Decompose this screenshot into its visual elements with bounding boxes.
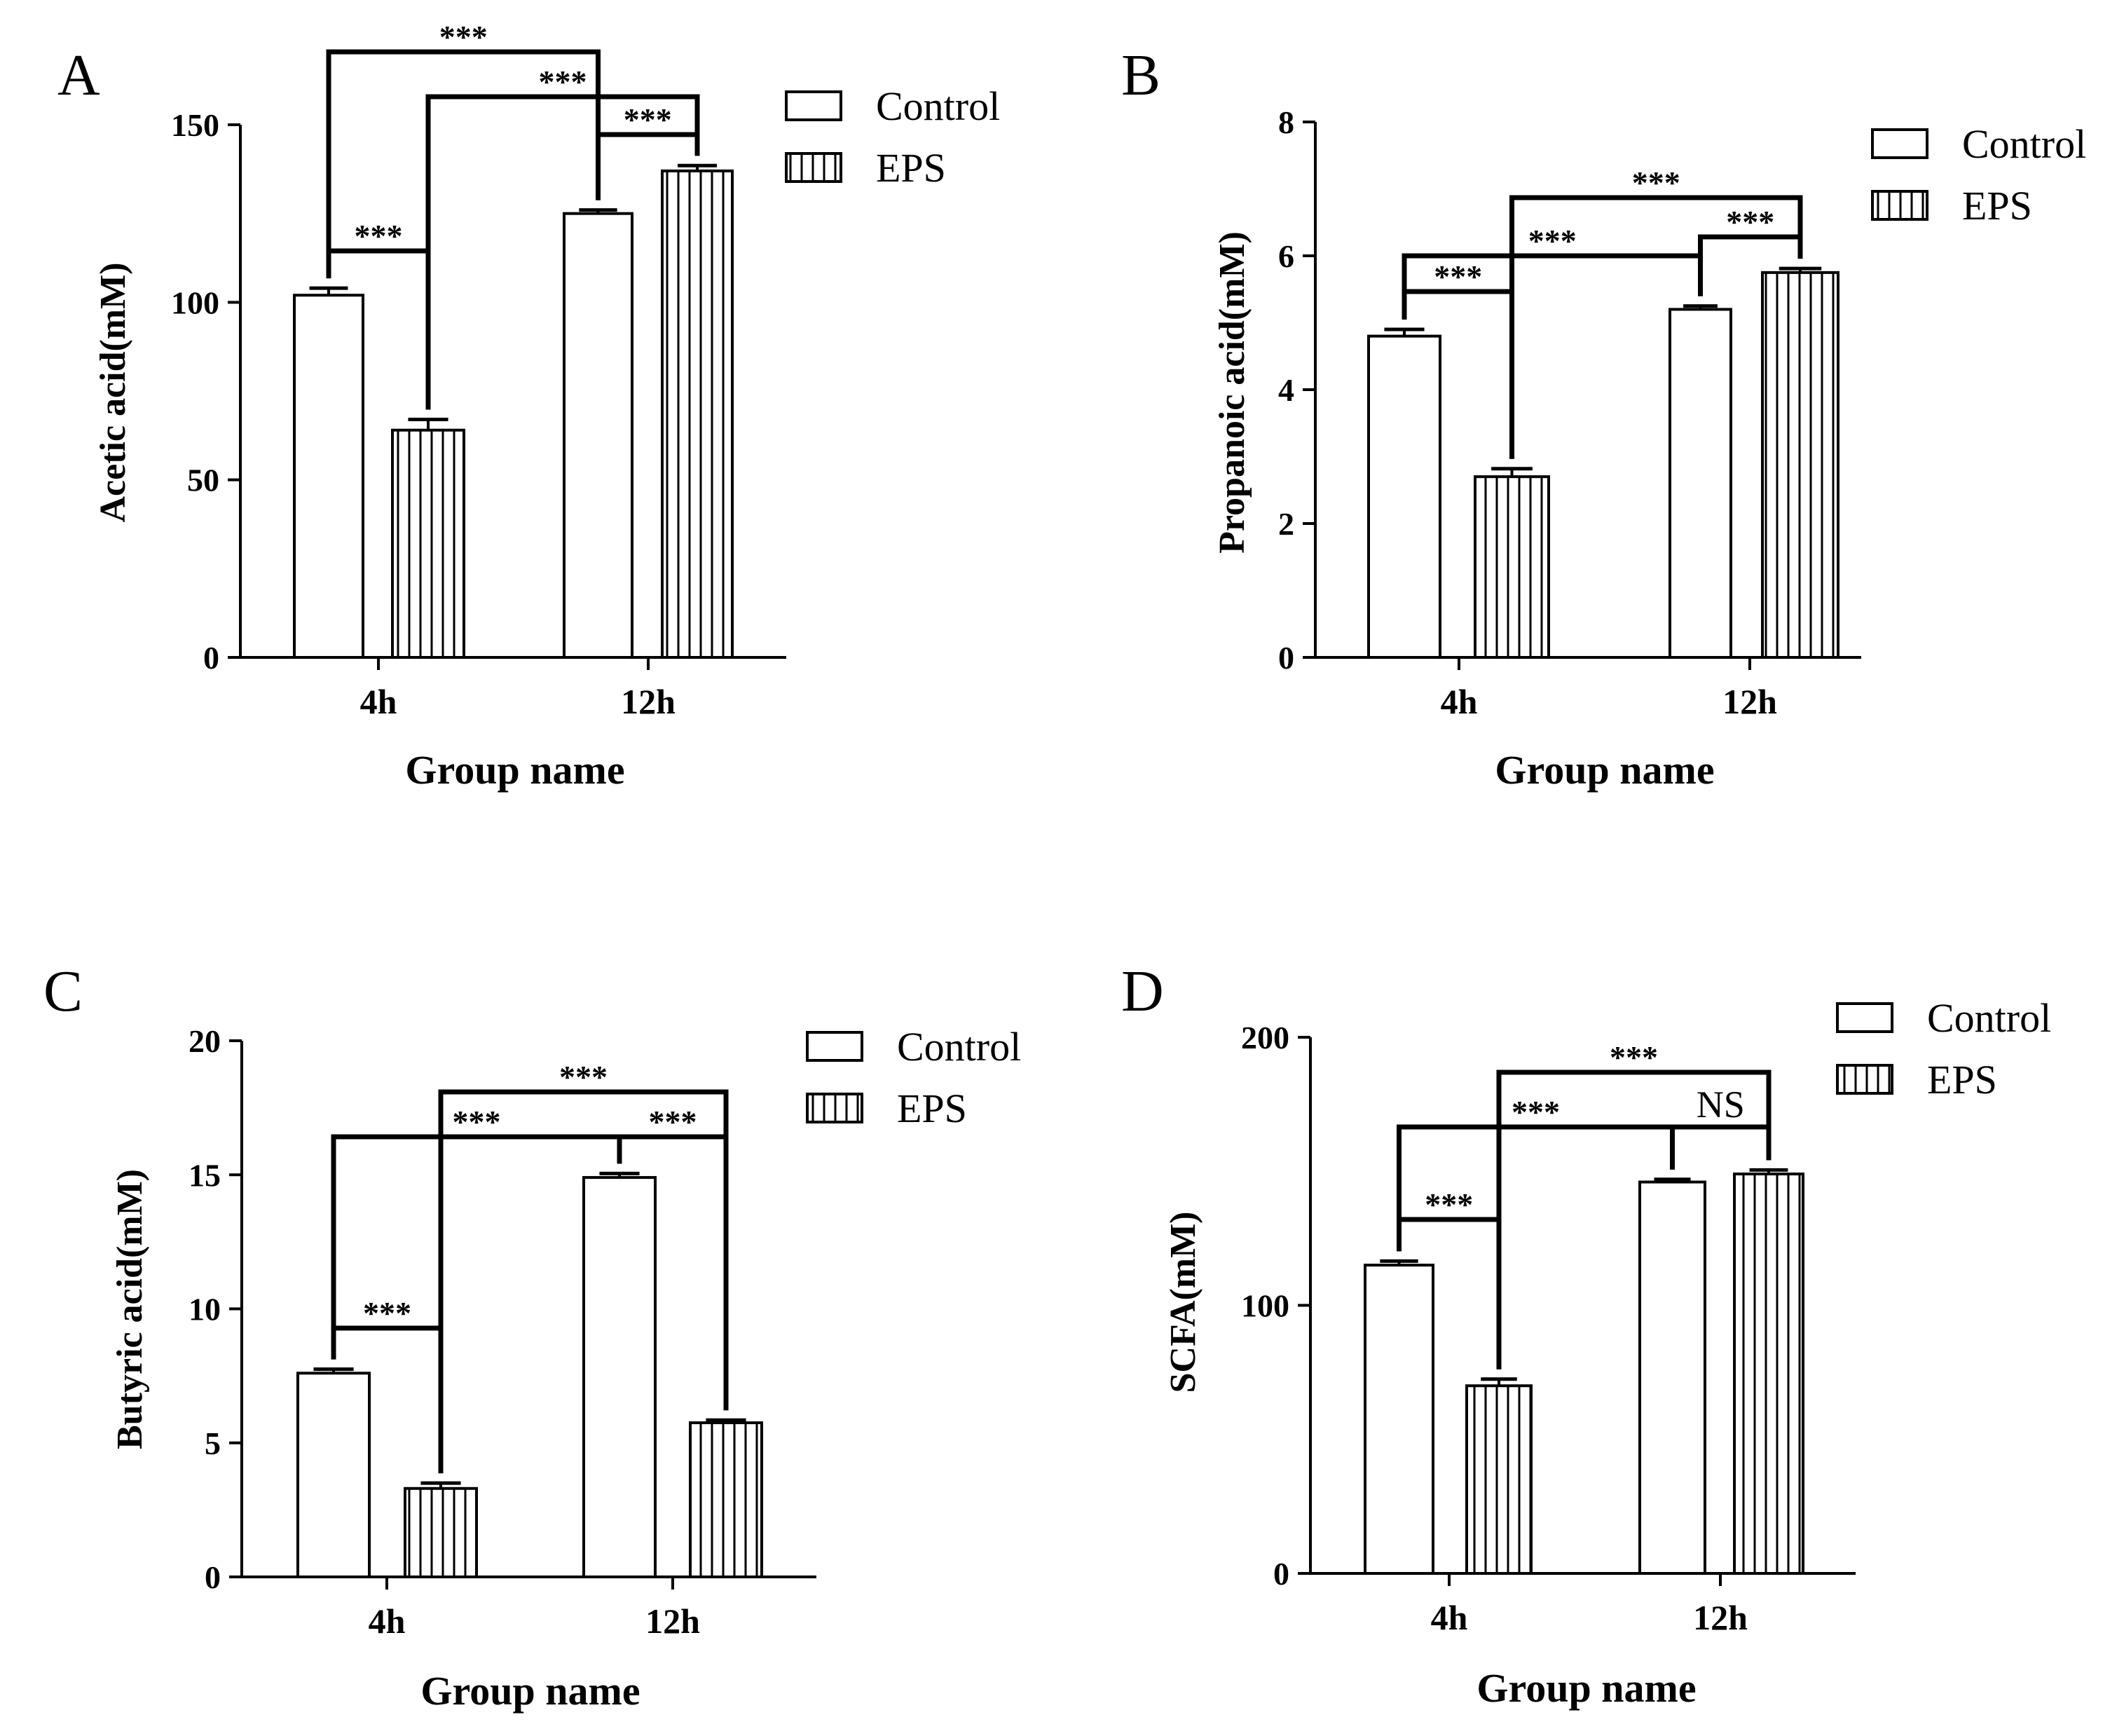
significance-label: *** <box>1610 1039 1658 1075</box>
x-axis-title: Group name <box>1476 1665 1696 1711</box>
significance-label: *** <box>1425 1187 1473 1222</box>
x-tick-label: 4h <box>1431 1598 1468 1637</box>
significance-label: *** <box>1434 259 1482 294</box>
significance-bracket <box>1496 1069 1772 1369</box>
panel-letter: A <box>57 43 100 108</box>
bar-control-4h <box>296 1372 371 1579</box>
legend-swatch-control <box>785 90 842 121</box>
significance-label: *** <box>1726 204 1774 240</box>
significance-label: NS <box>1697 1084 1745 1126</box>
bar-eps-12h <box>661 169 734 659</box>
significance-bracket <box>326 49 601 279</box>
bar-eps-4h <box>391 428 465 659</box>
bar-eps-12h <box>1761 271 1839 659</box>
x-axis-title: Group name <box>420 1668 640 1714</box>
y-tick-label: 0 <box>205 1559 221 1595</box>
legend-label: EPS <box>1962 183 2032 228</box>
significance-label: *** <box>624 102 672 137</box>
y-axis-title: Acetic acid(mM) <box>93 262 133 522</box>
x-axis-title: Group name <box>1495 747 1714 793</box>
significance-label: *** <box>1528 223 1577 259</box>
y-tick-label: 6 <box>1278 238 1294 274</box>
x-axis-title: Group name <box>405 747 624 793</box>
legend-label: Control <box>1927 995 2051 1041</box>
legend-swatch-eps <box>785 152 842 183</box>
bar-control-4h <box>1367 334 1441 659</box>
significance-label: *** <box>1512 1094 1560 1130</box>
bar-eps-4h <box>1474 475 1550 659</box>
legend-swatch-control <box>1836 1002 1893 1033</box>
legend-label: EPS <box>897 1086 967 1131</box>
y-tick-label: 0 <box>1273 1556 1289 1592</box>
y-tick-label: 0 <box>1278 640 1294 676</box>
significance-label: *** <box>539 64 587 100</box>
bar-eps-12h <box>689 1421 763 1578</box>
legend-label: EPS <box>1927 1057 1997 1102</box>
significance-label: *** <box>355 218 403 254</box>
bar-control-12h <box>563 212 633 659</box>
x-tick-label: 4h <box>369 1601 406 1641</box>
bar-control-4h <box>1364 1264 1434 1575</box>
legend-label: Control <box>1962 121 2086 167</box>
panel-letter: C <box>43 959 83 1024</box>
bar-control-12h <box>582 1176 657 1578</box>
panel-letter: D <box>1121 959 1164 1024</box>
panel-a: A 0 50 100 150 4h 12h Group name Acetic acid(mM)… <box>57 19 1000 793</box>
legend-label: Control <box>876 83 1000 129</box>
y-tick-label: 2 <box>1278 506 1294 542</box>
bar-eps-4h <box>1465 1384 1533 1575</box>
x-tick-label: 12h <box>621 682 676 721</box>
y-tick-label: 150 <box>171 107 219 143</box>
x-tick-label: 12h <box>1693 1598 1748 1637</box>
y-tick-label: 20 <box>189 1023 221 1059</box>
x-tick-label: 12h <box>645 1601 700 1641</box>
y-tick-label: 15 <box>189 1157 221 1193</box>
y-tick-label: 10 <box>189 1292 221 1327</box>
legend-swatch-eps <box>1836 1064 1893 1095</box>
legend-swatch-eps <box>806 1093 863 1123</box>
x-tick-label: 4h <box>360 682 397 721</box>
y-tick-label: 0 <box>203 640 219 676</box>
significance-bracket <box>596 132 700 200</box>
y-tick-label: 200 <box>1241 1020 1289 1055</box>
legend-label: EPS <box>876 145 946 191</box>
panel-letter: B <box>1121 43 1160 108</box>
y-axis-title: SCFA(mM) <box>1163 1212 1203 1393</box>
significance-label: *** <box>453 1104 501 1140</box>
bar-control-12h <box>1669 308 1732 659</box>
y-tick-label: 5 <box>205 1426 221 1461</box>
significance-bracket <box>1670 1124 1772 1170</box>
significance-bracket <box>1509 195 1803 459</box>
legend-swatch-control <box>1871 128 1928 159</box>
bar-eps-12h <box>1733 1173 1804 1575</box>
legend-swatch-control <box>806 1031 863 1062</box>
y-tick-label: 50 <box>187 463 219 498</box>
significance-bracket <box>617 1134 729 1411</box>
y-tick-label: 8 <box>1278 104 1294 140</box>
bar-control-12h <box>1638 1180 1706 1576</box>
significance-label: *** <box>649 1104 697 1140</box>
significance-label: *** <box>559 1059 608 1095</box>
legend-label: Control <box>897 1024 1021 1069</box>
significance-bracket <box>425 94 700 410</box>
x-tick-label: 12h <box>1722 682 1777 721</box>
significance-label: *** <box>363 1295 411 1331</box>
bar-control-4h <box>293 294 364 659</box>
significance-label: *** <box>439 19 488 55</box>
y-axis-title: Propanoic acid(mM) <box>1212 231 1252 554</box>
significance-bracket <box>1698 234 1803 296</box>
legend-swatch-eps <box>1871 190 1928 221</box>
bar-eps-4h <box>404 1486 478 1578</box>
y-tick-label: 100 <box>1241 1288 1289 1324</box>
x-tick-label: 4h <box>1441 682 1478 721</box>
significance-label: *** <box>1632 165 1680 200</box>
y-tick-label: 100 <box>171 285 219 320</box>
y-tick-label: 4 <box>1278 372 1294 408</box>
y-axis-title: Butyric acid(mM) <box>110 1169 150 1449</box>
panel-d: D 0 100 200 4h 12h Group name SCFA(mM) *** *** ***… <box>1121 959 2051 1711</box>
